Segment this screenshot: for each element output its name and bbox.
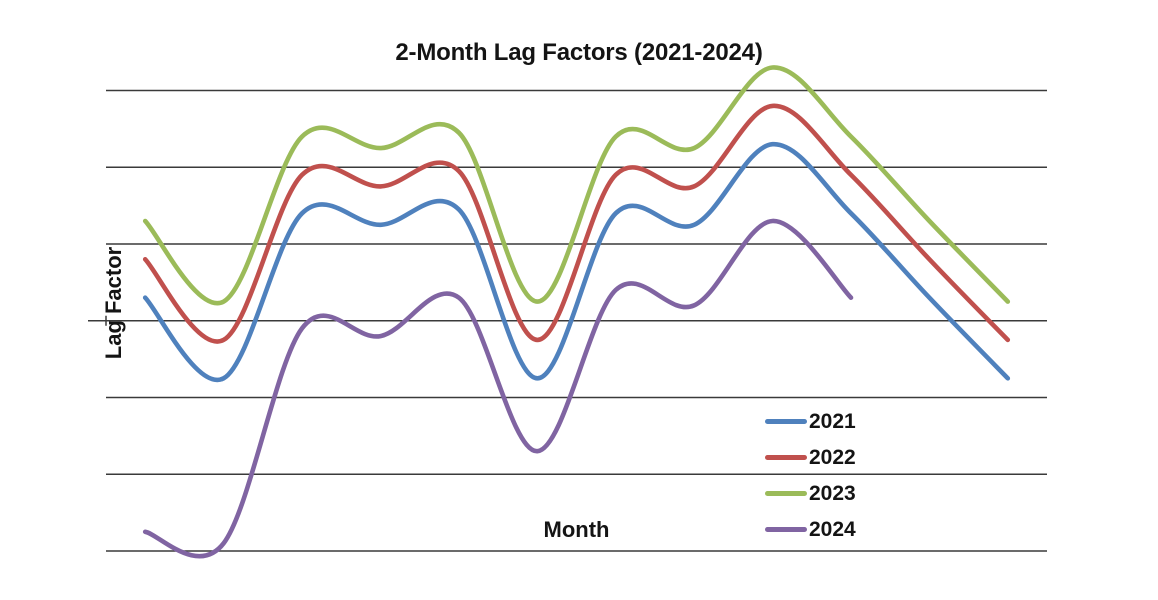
- legend-entry-2021: 2021: [765, 403, 856, 439]
- legend-label-2024: 2024: [809, 517, 856, 541]
- x-axis-title: Month: [543, 517, 610, 542]
- chart-title: 2-Month Lag Factors (2021-2024): [395, 39, 763, 66]
- legend: 2021 2022 2023 2024: [765, 403, 856, 547]
- legend-label-2023: 2023: [809, 481, 856, 505]
- legend-swatch-2024: [765, 526, 807, 532]
- series-line-2024: [142, 218, 854, 559]
- legend-entry-2024: 2024: [765, 511, 856, 547]
- legend-label-2021: 2021: [809, 409, 856, 433]
- legend-swatch-2022: [765, 454, 807, 460]
- series-line-2022: [142, 103, 1011, 344]
- y-axis-title: Lag Factor: [101, 246, 126, 360]
- series-line-2023: [142, 65, 1011, 306]
- legend-entry-2022: 2022: [765, 439, 856, 475]
- legend-swatch-2021: [765, 418, 807, 424]
- legend-label-2022: 2022: [809, 445, 856, 469]
- legend-entry-2023: 2023: [765, 475, 856, 511]
- legend-swatch-2023: [765, 490, 807, 496]
- series-line-2021: [142, 141, 1011, 383]
